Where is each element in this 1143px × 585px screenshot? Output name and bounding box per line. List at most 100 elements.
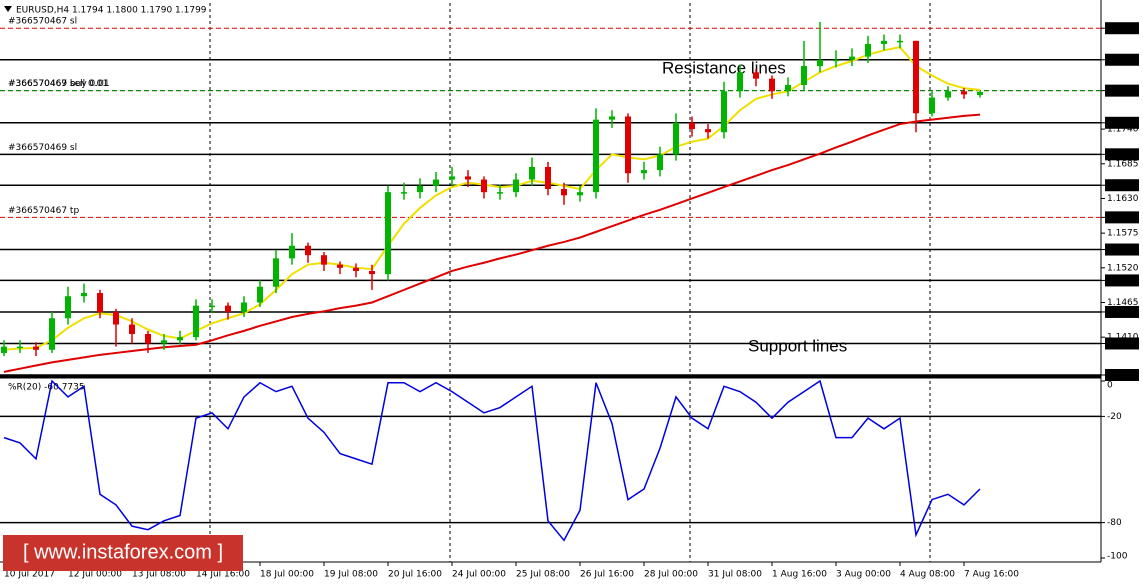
candle-body (145, 334, 151, 344)
y-tick-label: 1.1900 (1107, 24, 1139, 34)
price-label-box (1105, 369, 1139, 381)
y-tick-label: 1.1850 (1107, 55, 1139, 65)
candle-body (17, 346, 23, 349)
y-tick-label: 1.1450 (1107, 307, 1139, 317)
candle-body (929, 97, 935, 114)
line-series (3, 379, 981, 542)
candle-body (401, 192, 407, 194)
candle-body (481, 179, 487, 193)
price-label-box (1105, 211, 1139, 224)
x-tick-label: 24 Jul 00:00 (452, 570, 506, 580)
order-label: #366570467 sell 0.01 (8, 79, 108, 89)
y-tick-label: 1.1520 (1107, 263, 1139, 273)
candle-body (817, 59, 823, 67)
candle-body (49, 318, 55, 350)
y-tick-label: -100 (1107, 552, 1128, 562)
candle-body (913, 40, 919, 114)
x-tick-label: 12 Jul 00:00 (68, 570, 122, 580)
candle-body (641, 170, 647, 174)
x-tick-label: 3 Aug 00:00 (836, 570, 891, 580)
candle-body (545, 166, 551, 189)
candle-body (113, 311, 119, 325)
price-label-box (1105, 305, 1139, 318)
y-tick-label: 1.1465 (1107, 298, 1139, 308)
candle-body (177, 337, 183, 341)
candle-body (65, 296, 71, 319)
marks: #366570467 sl#366570469 buy 0.01#3665704… (0, 17, 1139, 580)
x-tick-label: 14 Jul 16:00 (196, 570, 250, 580)
candle-body (561, 189, 567, 196)
order-label: #366570467 tp (8, 206, 79, 216)
candle-body (577, 192, 583, 196)
candle-body (305, 245, 311, 256)
price-label-box (1105, 243, 1139, 256)
x-tick-label: 13 Jul 08:00 (132, 570, 186, 580)
x-tick-label: 19 Jul 08:00 (324, 570, 378, 580)
x-tick-label: 26 Jul 16:00 (580, 570, 634, 580)
candle-body (769, 78, 775, 92)
candle-body (977, 91, 983, 96)
candle-body (529, 166, 535, 180)
y-tick-label: 1.1700 (1107, 150, 1139, 160)
candle-body (753, 72, 759, 79)
candle-body (801, 66, 807, 85)
candle-body (593, 119, 599, 193)
candle-body (657, 154, 663, 171)
candle-body (497, 192, 503, 194)
y-tick-label: 1.1500 (1107, 276, 1139, 286)
y-tick-label: 1.1740 (1107, 125, 1139, 135)
candle-body (289, 245, 295, 259)
candle-body (241, 302, 247, 312)
candle-body (785, 84, 791, 92)
candle-body (625, 116, 631, 174)
candle-body (257, 286, 263, 303)
candle-body (161, 340, 167, 344)
price-label-box (1105, 337, 1139, 350)
y-tick-label: 1.1350 (1107, 371, 1139, 381)
y-tick-label: 1.1575 (1107, 229, 1139, 239)
y-tick-label: 1.1549 (1107, 245, 1139, 255)
symbol-icon (4, 6, 12, 12)
y-tick-label: -80 (1107, 518, 1122, 528)
watermark: [ www.instaforex.com ] (23, 541, 223, 563)
candle-body (513, 179, 519, 193)
candle-body (225, 305, 231, 312)
price-label-box (1105, 274, 1139, 287)
price-label-box (1105, 148, 1139, 161)
x-tick-label: 25 Jul 08:00 (516, 570, 570, 580)
candle-body (833, 59, 839, 62)
y-tick-label: 0 (1107, 381, 1113, 391)
candle-body (721, 91, 727, 133)
x-tick-label: 31 Jul 08:00 (708, 570, 762, 580)
x-tick-label: 10 Jul 2017 (4, 570, 55, 580)
line-series (3, 46, 981, 351)
candle-body (849, 56, 855, 60)
candle-body (385, 192, 391, 275)
annotation: Resistance lines (662, 58, 786, 77)
candle-body (433, 179, 439, 186)
line-series (3, 113, 981, 373)
price-label-box (1105, 53, 1139, 66)
indicator-title: %R(20) -60.7735 (8, 383, 85, 393)
y-tick-label: 1.1630 (1107, 194, 1139, 204)
candle-body (273, 258, 279, 287)
y-tick-label: 1.1685 (1107, 159, 1139, 169)
x-tick-label: 7 Aug 16:00 (964, 570, 1019, 580)
candle-body (129, 324, 135, 335)
y-tick-label: 1.1750 (1107, 118, 1139, 128)
candle-body (897, 40, 903, 43)
candle-body (193, 305, 199, 338)
candle-body (97, 293, 103, 312)
y-tick-label: 1.1600 (1107, 213, 1139, 223)
y-tick-label: -20 (1107, 412, 1122, 422)
price-label-box (1105, 116, 1139, 129)
candle-body (737, 72, 743, 92)
candle-body (881, 40, 887, 44)
candle-body (337, 264, 343, 268)
candle-body (465, 176, 471, 180)
candle-body (209, 305, 215, 308)
price-label-box (1105, 179, 1139, 192)
chart-title: EURUSD,H4 1.1794 1.1800 1.1790 1.1799 (16, 6, 207, 16)
